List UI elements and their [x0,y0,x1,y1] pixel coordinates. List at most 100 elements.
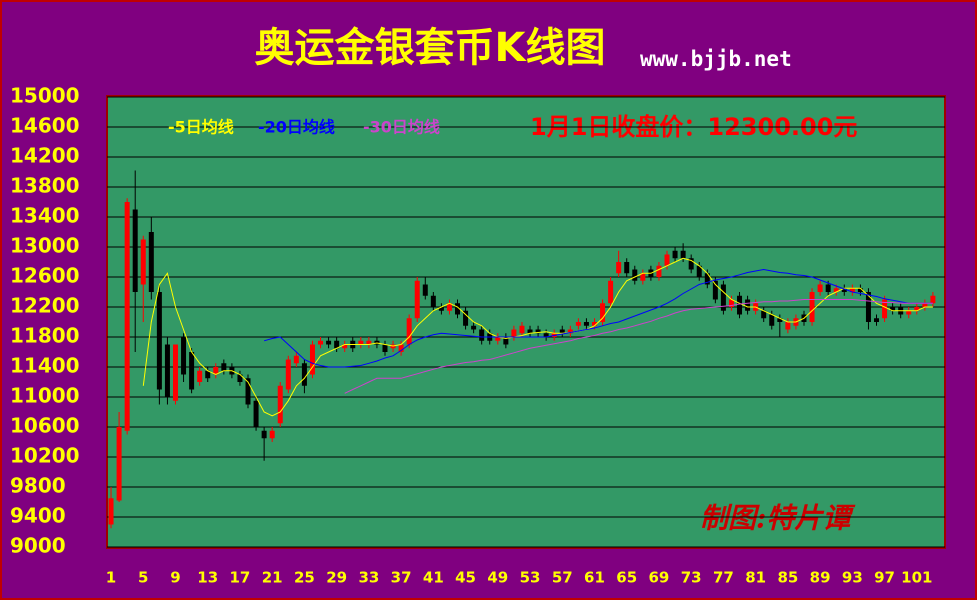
candle-body [769,314,775,326]
candle-body [430,295,436,307]
x-tick-label: 13 [197,569,218,587]
candle-body [857,288,863,292]
candle-body [664,254,670,266]
candle-body [632,269,638,281]
x-tick-label: 21 [262,569,283,587]
candle-body [382,344,388,352]
candle-body [197,370,203,382]
candle-body [205,370,211,379]
candle-body [559,329,565,334]
x-tick-label: 101 [901,569,932,587]
y-tick-label: 11400 [10,354,80,378]
y-tick-label: 11800 [10,324,80,348]
y-tick-label: 11000 [10,384,80,408]
x-tick-label: 57 [552,569,573,587]
candle-body [817,284,823,292]
x-tick-label: 45 [455,569,476,587]
candle-body [600,303,606,322]
candle-body [575,322,581,326]
candle-body [874,318,880,322]
y-tick-label: 12600 [10,264,80,288]
candle-body [172,344,178,401]
candle-body [108,498,114,525]
candle-body [825,284,831,292]
candle-body [414,280,420,319]
candle-body [438,307,444,311]
candle-body [688,258,694,270]
candle-body [148,232,154,292]
x-tick-label: 29 [326,569,347,587]
x-tick-label: 5 [138,569,148,587]
x-tick-label: 89 [810,569,831,587]
candle-body [785,322,791,330]
y-tick-label: 13000 [10,234,80,258]
candle-body [301,363,307,386]
y-tick-label: 15000 [10,84,80,108]
x-tick-label: 33 [358,569,379,587]
y-tick-label: 14200 [10,144,80,168]
candle-body [446,303,452,311]
x-tick-label: 81 [745,569,766,587]
candle-body [124,202,130,431]
legend-entry: -30日均线 [363,118,440,137]
candle-body [269,430,275,439]
candle-body [728,299,734,307]
candle-body [833,288,839,292]
candle-body [181,337,187,375]
x-tick-label: 61 [584,569,605,587]
y-tick-label: 14600 [10,114,80,138]
candle-body [640,273,646,281]
x-tick-label: 85 [777,569,798,587]
candle-body [849,288,855,292]
candle-body [761,310,767,319]
candle-body [471,325,477,330]
candle-body [865,292,871,322]
candle-body [712,280,718,300]
candle-body [914,307,920,311]
ma-line [142,257,933,417]
candle-body [245,378,251,405]
candle-body [463,310,469,326]
candle-body [406,318,412,345]
candle-body [745,299,751,311]
y-tick-label: 9800 [10,474,66,498]
candle-body [342,344,348,349]
ma-line [263,268,933,368]
candle-body [608,280,614,304]
candle-body [132,209,138,292]
x-tick-label: 97 [874,569,895,587]
candle-body [253,400,259,427]
legend-entry: -20日均线 [258,118,335,137]
candle-body [293,355,299,364]
candle-body [479,329,485,341]
candle-body [334,340,340,349]
candle-body [704,273,710,285]
candle-body [535,329,541,334]
candle-body [511,329,517,337]
candle-body [164,344,170,397]
y-tick-label: 13400 [10,204,80,228]
candle-body [737,295,743,315]
candle-body [777,318,783,322]
candle-body [277,385,283,424]
candle-body [366,340,372,345]
candle-body [591,322,597,326]
x-tick-label: 17 [230,569,251,587]
candle-body [672,250,678,259]
candle-body [358,340,364,345]
candle-body [455,303,461,315]
plot-area [106,95,946,549]
candle-body [285,359,291,390]
candle-body [156,292,162,390]
x-tick-label: 9 [170,569,180,587]
candle-body [422,284,428,296]
candle-body [583,322,589,326]
candle-body [906,310,912,315]
chart-title: 奥运金银套币K线图 [255,25,606,71]
candle-body [527,329,533,334]
candle-body [261,430,267,439]
candle-body [318,340,324,345]
candle-body [519,325,525,334]
x-tick-label: 93 [842,569,863,587]
